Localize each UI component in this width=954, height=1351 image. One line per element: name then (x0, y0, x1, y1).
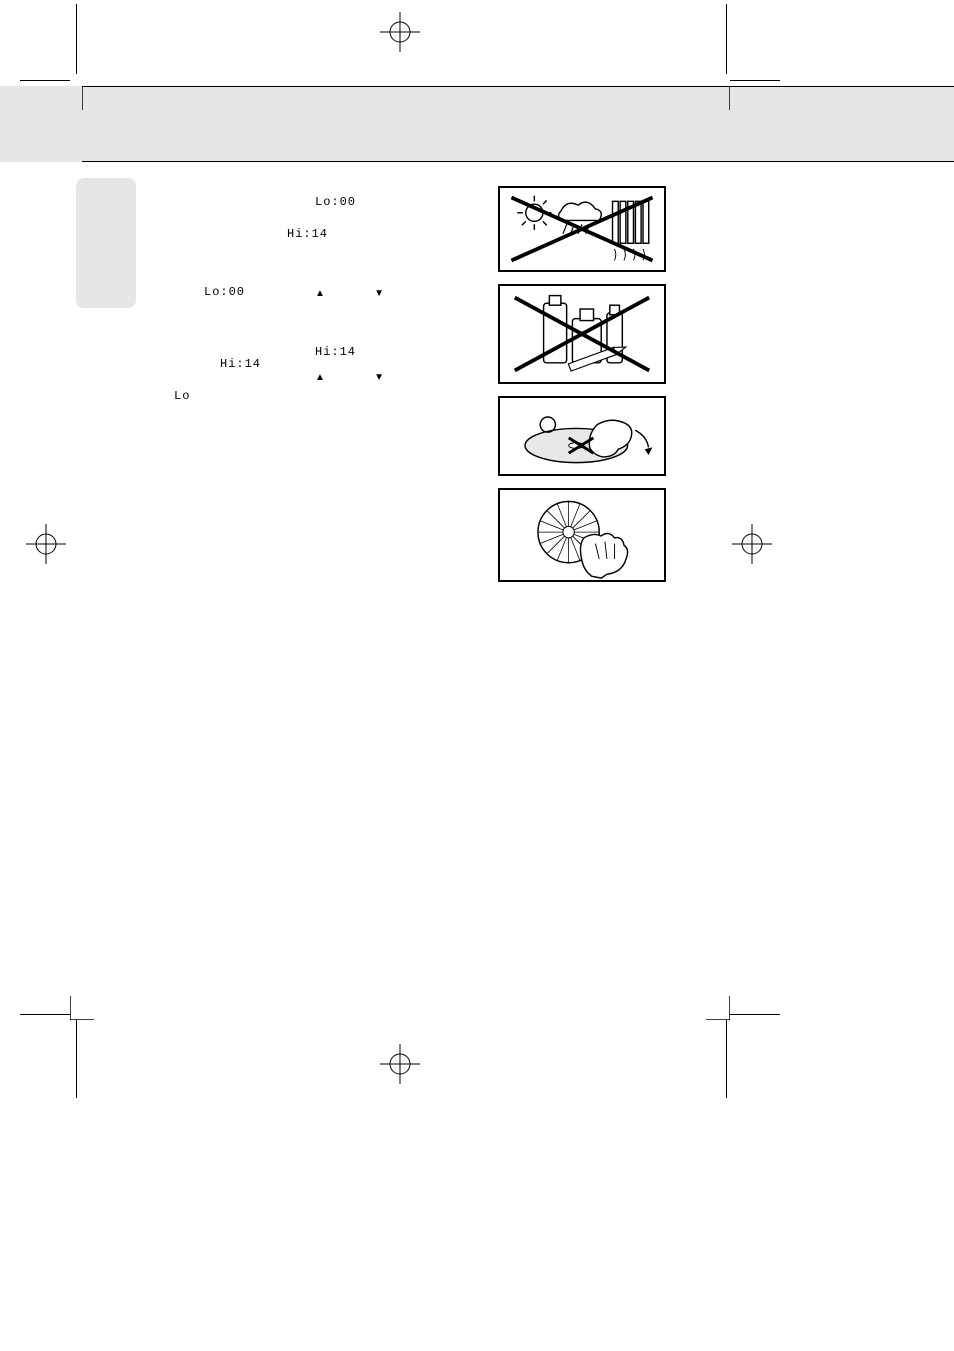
panel-environment-crossed (498, 186, 666, 272)
header-crop-right (706, 86, 730, 110)
text-line: Hi:14 (160, 354, 440, 372)
text-line: Lo:00 (160, 282, 440, 300)
inner-crop-bottom-left (70, 996, 94, 1020)
page-guide-left (76, 4, 77, 74)
page-guide-left (76, 1028, 77, 1098)
segment-display: Hi:14 (220, 357, 261, 371)
header-crop-left (82, 86, 106, 110)
text-line: Lo (160, 386, 440, 404)
page-guide-right (726, 4, 727, 74)
registration-mark-top (380, 12, 420, 52)
page-header-band (0, 86, 954, 162)
registration-mark-right (732, 524, 772, 564)
column-left: Lo:00 Hi:14 Lo (160, 178, 440, 419)
panel-chemicals-crossed (498, 284, 666, 384)
crop-mark (20, 1014, 70, 1015)
sidebar-tab (76, 178, 136, 308)
crop-mark (730, 80, 780, 81)
segment-display: Lo:00 (204, 285, 245, 299)
crop-mark (20, 80, 70, 81)
crop-mark (730, 1014, 780, 1015)
panel-wipe-disc (498, 396, 666, 476)
inner-crop-bottom-right (706, 996, 730, 1020)
page-guide-right (726, 1028, 727, 1098)
segment-display: Lo (174, 389, 190, 403)
illustration-panel-stack (498, 186, 666, 594)
registration-mark-left (26, 524, 66, 564)
registration-mark-bottom (380, 1044, 420, 1084)
panel-hold-disc (498, 488, 666, 582)
